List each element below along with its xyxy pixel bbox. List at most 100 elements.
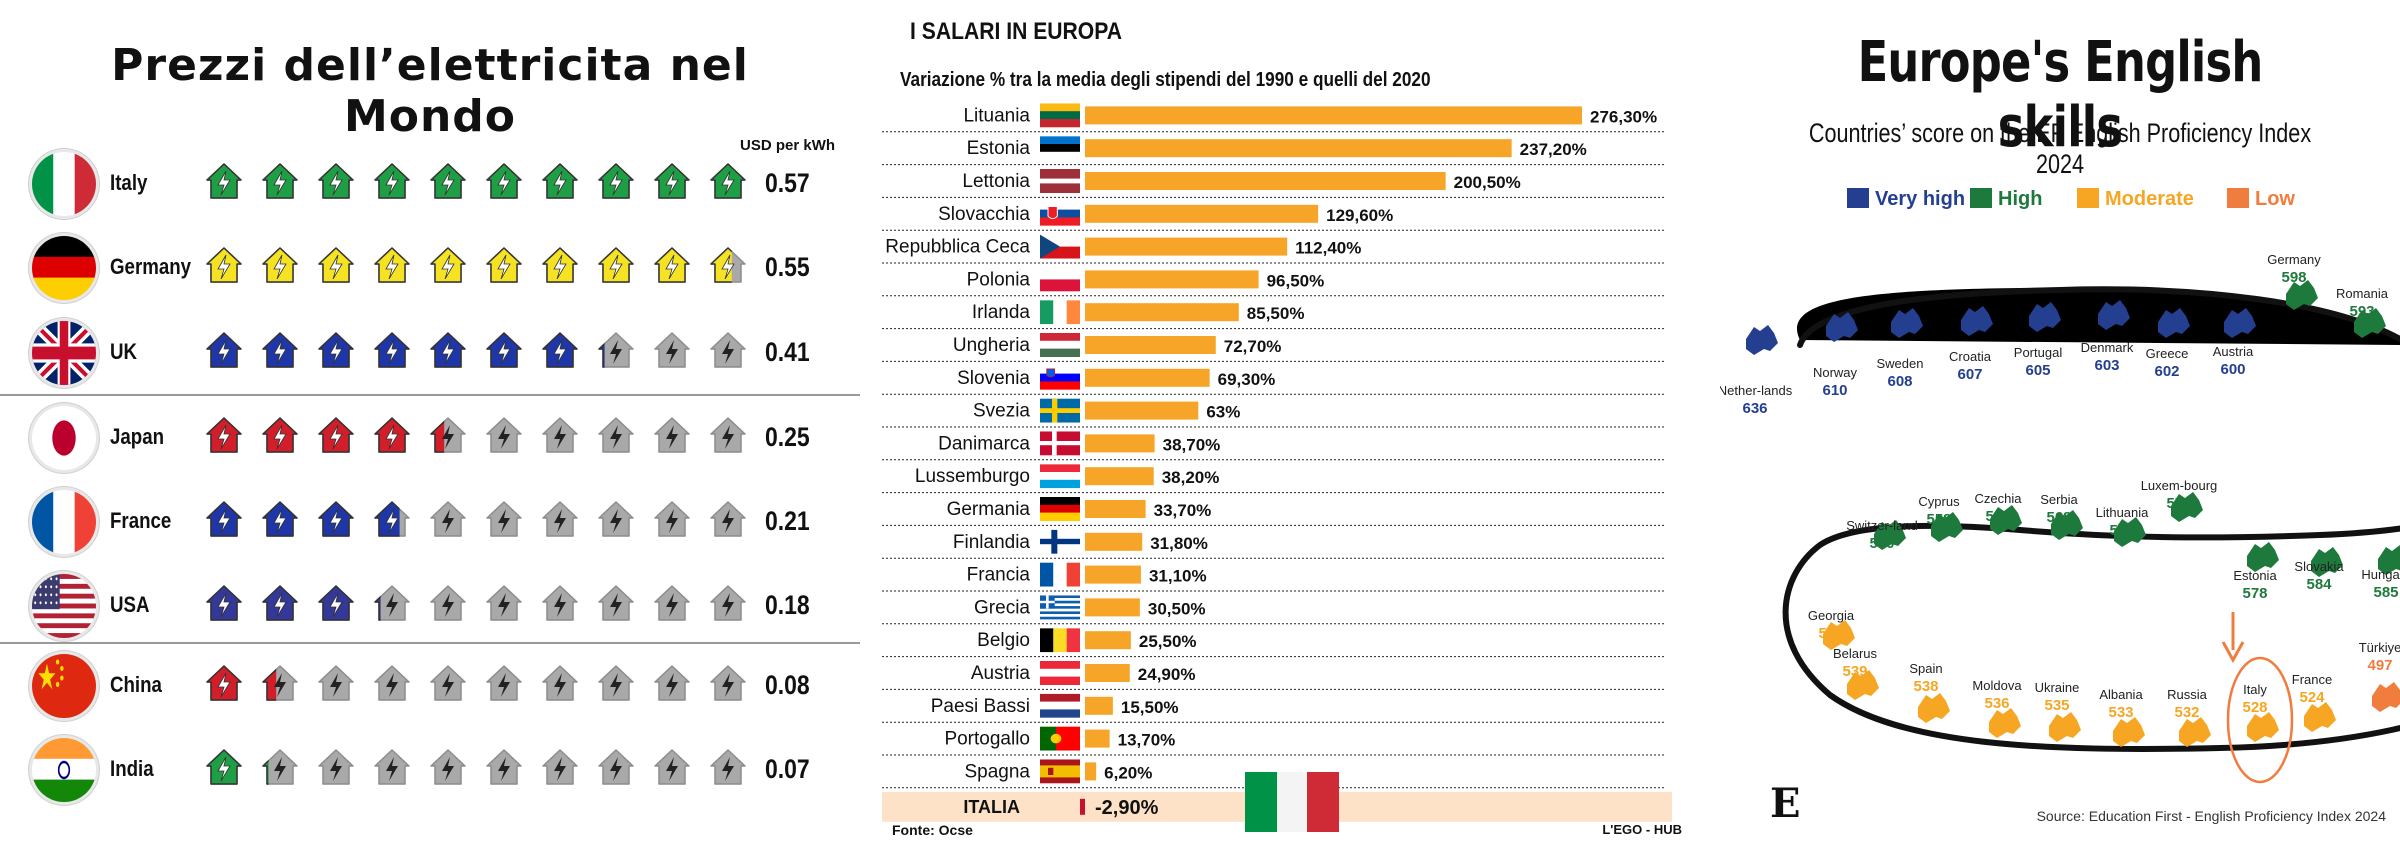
flag-badge bbox=[32, 574, 96, 638]
country-marker: Albania 533 bbox=[2099, 687, 2145, 747]
house-icon bbox=[430, 163, 466, 199]
country-label: Switzer-land bbox=[1846, 518, 1918, 533]
lightning-bolt-icon bbox=[385, 424, 399, 450]
lightning-bolt-icon bbox=[665, 170, 679, 196]
house-icon bbox=[430, 665, 466, 701]
lightning-bolt-icon bbox=[442, 509, 454, 533]
salaries-panel: I SALARI IN EUROPA Variazione % tra la m… bbox=[870, 0, 1710, 850]
house-icon bbox=[262, 247, 298, 283]
country-marker: Greece 602 bbox=[2146, 308, 2190, 380]
house-icon bbox=[654, 417, 690, 453]
lightning-bolt-icon bbox=[386, 593, 398, 617]
score-label: 567 bbox=[1985, 508, 2010, 525]
country-label: France bbox=[2292, 672, 2332, 687]
country-label: Russia bbox=[2167, 687, 2208, 702]
score-label: 578 bbox=[2242, 585, 2267, 602]
bar-value-label: 112,40% bbox=[1295, 239, 1361, 258]
country-marker: Hungary 585 bbox=[2361, 545, 2400, 601]
country-label: Greece bbox=[2146, 346, 2189, 361]
score-label: 610 bbox=[1822, 382, 1847, 399]
house-icon bbox=[430, 417, 466, 453]
house-icon bbox=[654, 585, 690, 621]
country-silhouette-icon bbox=[2179, 717, 2211, 747]
china-flag-icon bbox=[32, 654, 96, 718]
house-icon bbox=[598, 247, 634, 283]
score-label: 584 bbox=[2306, 576, 2332, 593]
country-marker: Lithuania 569 bbox=[2096, 505, 2149, 547]
lightning-bolt-icon bbox=[217, 756, 231, 782]
luxembourg-flag-icon bbox=[1040, 464, 1080, 489]
lightning-bolt-icon bbox=[666, 673, 678, 697]
house-icon bbox=[206, 585, 242, 621]
country-marker: Georgia 543 bbox=[1808, 608, 1855, 650]
lightning-bolt-icon bbox=[553, 254, 567, 280]
country-label: Cyprus bbox=[1918, 494, 1960, 509]
score-label: 533 bbox=[2108, 704, 2133, 721]
lightning-bolt-icon bbox=[274, 757, 286, 781]
salary-bar bbox=[1085, 631, 1131, 650]
india-flag-icon bbox=[32, 738, 96, 802]
bar-value-label: 63% bbox=[1206, 403, 1240, 422]
country-label: Belarus bbox=[1833, 646, 1878, 661]
country-label: Croatia bbox=[1949, 349, 1992, 364]
hungary-flag-icon bbox=[1040, 333, 1080, 357]
legend-item: Very high bbox=[1847, 188, 1965, 211]
house-icon bbox=[374, 665, 410, 701]
country-silhouette-icon bbox=[2098, 300, 2130, 330]
house-icon bbox=[486, 585, 522, 621]
lightning-bolt-icon bbox=[554, 425, 566, 449]
house-icon bbox=[374, 417, 410, 453]
lightning-bolt-icon bbox=[442, 673, 454, 697]
netherlands-flag-icon bbox=[1040, 693, 1080, 718]
country-label: Albania bbox=[2099, 687, 2143, 702]
house-icon bbox=[374, 749, 410, 785]
lightning-bolt-icon bbox=[610, 673, 622, 697]
electricity-price-panel: Prezzi dell’elettricita nel Mondo USD pe… bbox=[0, 0, 860, 850]
lightning-bolt-icon bbox=[385, 254, 399, 280]
salary-bar bbox=[1085, 172, 1446, 190]
uk-flag-icon bbox=[32, 321, 96, 385]
belgium-flag-icon bbox=[1040, 628, 1080, 653]
country-silhouette-icon bbox=[1826, 312, 1858, 342]
lightning-bolt-icon bbox=[609, 254, 623, 280]
house-icon bbox=[654, 665, 690, 701]
house-icon bbox=[318, 749, 354, 785]
country-silhouette-icon bbox=[2304, 702, 2336, 732]
salaries-chart-subtitle: Variazione % tra la media degli stipendi… bbox=[900, 69, 1431, 91]
country-name: China bbox=[110, 672, 162, 697]
country-label: Luxem-bourg bbox=[2141, 478, 2218, 493]
country-label: Portugal bbox=[2014, 345, 2063, 360]
score-label: 593 bbox=[2349, 303, 2374, 320]
house-icon bbox=[542, 332, 578, 368]
score-label: 497 bbox=[2367, 657, 2392, 674]
house-icon bbox=[598, 332, 634, 368]
house-pictogram bbox=[206, 417, 746, 453]
salary-bar bbox=[1085, 500, 1146, 518]
country-label: Germania bbox=[947, 499, 1031, 520]
lightning-bolt-icon bbox=[330, 757, 342, 781]
legend-swatch bbox=[1847, 188, 1869, 208]
country-label: Nether-lands bbox=[1720, 383, 1793, 398]
bar-value-label: 38,70% bbox=[1163, 435, 1221, 454]
score-label: 532 bbox=[2174, 704, 2199, 721]
lithuania-flag-icon bbox=[1040, 103, 1080, 128]
lightning-bolt-icon bbox=[722, 340, 734, 364]
house-icon bbox=[374, 585, 410, 621]
lightning-bolt-icon bbox=[273, 592, 287, 618]
salaries-bar-chart: Lituania 276,30% Estonia 237,20% Lettonia 200… bbox=[882, 103, 1672, 832]
country-silhouette-icon bbox=[2372, 682, 2400, 712]
lightning-bolt-icon bbox=[722, 509, 734, 533]
bar-value-label: 237,20% bbox=[1520, 140, 1587, 159]
country-silhouette-icon bbox=[2029, 302, 2061, 332]
denmark-flag-icon bbox=[1040, 431, 1080, 456]
country-silhouette-icon bbox=[2171, 492, 2203, 522]
country-marker: Norway 610 bbox=[1813, 312, 1858, 399]
lightning-bolt-icon bbox=[497, 339, 511, 365]
flag-badge bbox=[32, 236, 96, 300]
bar-value-label: 276,30% bbox=[1590, 107, 1657, 126]
lightning-bolt-icon bbox=[553, 339, 567, 365]
country-label: Repubblica Ceca bbox=[885, 237, 1030, 258]
legend-label: Moderate bbox=[2105, 188, 2194, 210]
house-icon bbox=[542, 417, 578, 453]
flag-badge bbox=[32, 738, 96, 802]
